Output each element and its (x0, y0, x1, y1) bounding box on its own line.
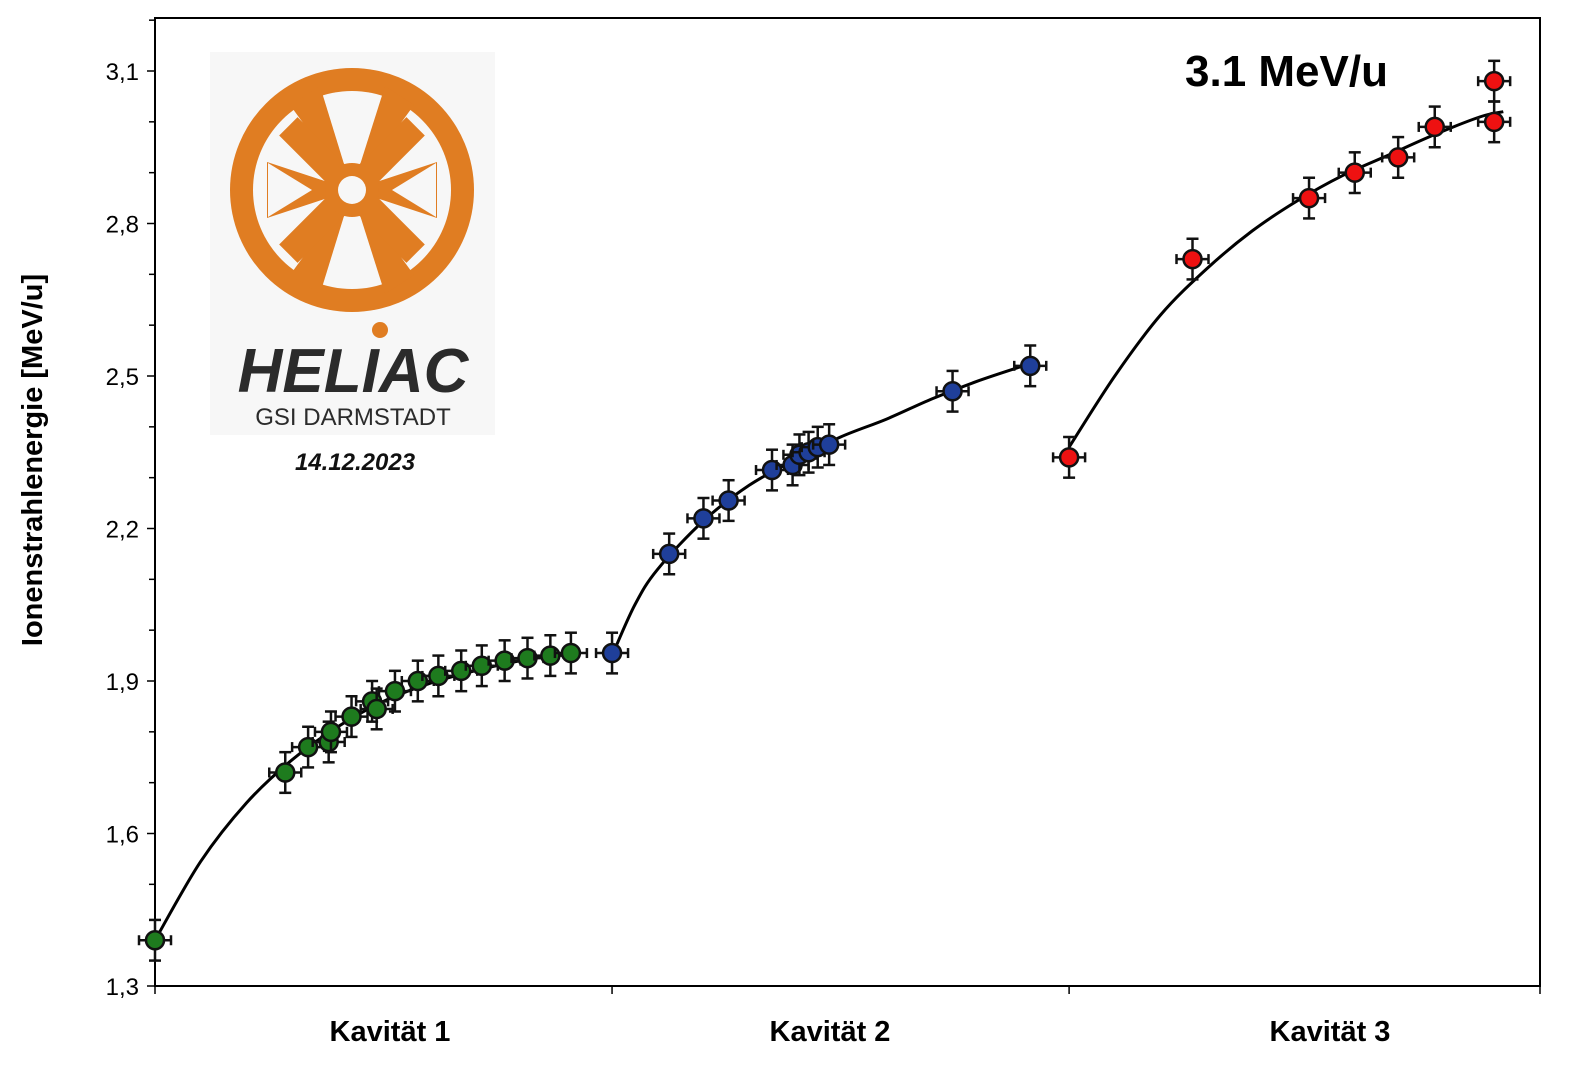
data-point (313, 710, 349, 754)
plot-frame (154, 17, 1541, 987)
fit-curve (153, 651, 567, 942)
data-marker (1424, 116, 1445, 138)
data-point (1337, 151, 1373, 195)
data-marker (693, 508, 714, 529)
data-marker (471, 655, 493, 676)
data-point (935, 369, 970, 413)
data-marker (275, 762, 296, 783)
data-point (1417, 105, 1452, 149)
data-point (533, 634, 568, 678)
x-category-label: Kavität 1 (330, 1016, 451, 1048)
data-marker (560, 642, 582, 664)
data-marker (341, 706, 362, 727)
data-marker (601, 642, 623, 664)
data-point (400, 659, 436, 703)
data-point (334, 695, 369, 739)
data-point (651, 532, 687, 576)
data-marker (718, 490, 739, 511)
data-marker (144, 930, 166, 951)
y-axis-label: Ionenstrahlenergie [MeV/u] (17, 274, 49, 646)
data-point (443, 649, 479, 693)
data-point (594, 631, 630, 675)
data-point (464, 644, 500, 688)
fit-curve (1067, 110, 1504, 448)
data-marker (366, 698, 387, 720)
logo-subtitle: GSI DARMSTADT (255, 404, 451, 431)
y-tick-label: 2,2 (106, 517, 139, 544)
data-point (487, 639, 522, 683)
data-marker (320, 721, 342, 743)
data-point (377, 669, 413, 713)
data-point (137, 918, 173, 962)
y-tick-label: 3,1 (106, 59, 139, 86)
data-marker (1058, 447, 1080, 468)
x-category-label: Kavität 2 (770, 1016, 891, 1048)
data-point (811, 423, 847, 467)
data-point (553, 631, 589, 675)
data-point (686, 496, 721, 540)
logo-title: HELIAC (238, 337, 470, 406)
data-marker (1298, 187, 1320, 209)
data-point (1013, 344, 1048, 388)
data-marker (1020, 355, 1041, 377)
data-point (1175, 237, 1210, 281)
heliac-logo: HELIAC GSI DARMSTADT (210, 52, 495, 435)
data-marker (818, 434, 840, 455)
data-marker (540, 645, 561, 666)
data-point (421, 654, 456, 698)
y-tick-label: 1,6 (106, 822, 139, 849)
data-marker (658, 543, 680, 565)
energy-annotation: 3.1 MeV/u (1185, 47, 1388, 96)
data-point (1476, 59, 1512, 103)
data-points (137, 59, 1512, 962)
data-point (711, 478, 746, 523)
axes-layer: 1,3 1,6 1,9 2,2 2,5 2,8 3,1 Kavität 1 Kavität 2 K… (106, 19, 1541, 1048)
data-point (268, 750, 303, 795)
data-point (1051, 435, 1087, 479)
data-point (510, 636, 545, 680)
logo-date: 14.12.2023 (295, 449, 416, 476)
x-category-label: Kavität 3 (1270, 1016, 1391, 1048)
data-marker (1182, 248, 1203, 270)
y-tick-label: 2,8 (106, 212, 139, 239)
y-tick-label: 1,9 (106, 669, 139, 696)
data-point (1380, 135, 1416, 179)
data-marker (942, 381, 963, 402)
data-marker (517, 647, 538, 669)
data-marker (1483, 70, 1505, 92)
data-marker (1483, 111, 1505, 133)
data-marker (1344, 162, 1366, 183)
data-point (1476, 100, 1512, 144)
data-marker (1387, 147, 1409, 168)
fit-curve (610, 364, 1024, 657)
data-point (1291, 176, 1327, 220)
y-tick-label: 2,5 (106, 364, 139, 391)
data-marker (384, 680, 406, 702)
data-marker (428, 665, 449, 687)
data-marker (494, 650, 515, 671)
y-tick-label: 1,3 (106, 974, 139, 1001)
